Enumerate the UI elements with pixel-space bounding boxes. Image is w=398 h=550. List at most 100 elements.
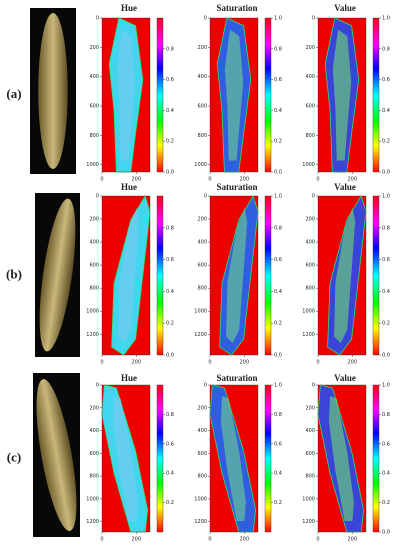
y-tick-label: 0 xyxy=(96,194,99,200)
colorbar-tick-label: 0.6 xyxy=(382,77,390,83)
y-tick-label: 600 xyxy=(305,263,315,269)
y-tick-label: 0 xyxy=(204,194,207,200)
heatmap-texture xyxy=(224,29,244,161)
x-tick-label: 200 xyxy=(240,537,250,543)
heatmap-texture xyxy=(332,29,352,161)
wheat-spike xyxy=(38,12,68,170)
y-tick-label: 200 xyxy=(89,45,99,51)
colorbar xyxy=(264,195,272,356)
y-tick-label: 800 xyxy=(197,474,207,480)
y-tick-label: 200 xyxy=(197,217,207,223)
y-tick-label: 800 xyxy=(305,474,315,480)
y-tick-label: 800 xyxy=(197,286,207,292)
y-tick-label: 200 xyxy=(197,405,207,411)
x-tick-label: 0 xyxy=(208,537,211,543)
colorbar xyxy=(372,384,380,533)
y-tick-label: 0 xyxy=(96,16,99,22)
y-tick-label: 0 xyxy=(204,383,207,389)
y-tick-label: 800 xyxy=(89,286,99,292)
colorbar-tick-label: 0.0 xyxy=(382,530,390,536)
y-tick-label: 0 xyxy=(96,383,99,389)
row-label: (b) xyxy=(6,266,22,281)
y-tick-label: 600 xyxy=(305,104,315,110)
y-tick-label: 600 xyxy=(89,104,99,110)
y-tick-label: 200 xyxy=(305,45,315,51)
y-tick-label: 800 xyxy=(305,286,315,292)
x-tick-label: 0 xyxy=(100,177,103,183)
colorbar-tick-label: 0.2 xyxy=(274,321,282,327)
colorbar-tick-label: 0.8 xyxy=(382,46,390,52)
y-tick-label: 1200 xyxy=(302,519,315,525)
colorbar-tick-label: 0.4 xyxy=(274,289,282,295)
colorbar-tick-label: 0.0 xyxy=(382,170,390,176)
heatmap-frame xyxy=(209,384,259,533)
y-tick-label: 1200 xyxy=(86,519,99,525)
colorbar xyxy=(372,195,380,356)
colorbar-tick-label: 0.0 xyxy=(274,353,282,359)
colorbar-tick-label: 1.0 xyxy=(274,194,282,200)
colorbar-tick-label: 0.6 xyxy=(166,441,174,447)
y-tick-label: 400 xyxy=(305,428,315,434)
colorbar-tick-label: 0.2 xyxy=(166,321,174,327)
y-tick-label: 1200 xyxy=(194,332,207,338)
y-tick-label: 400 xyxy=(89,74,99,80)
colorbar-tick-label: 1.0 xyxy=(274,383,282,389)
x-tick-label: 200 xyxy=(348,360,358,366)
heatmap-frame xyxy=(209,195,259,356)
colorbar-tick-label: 0.2 xyxy=(274,500,282,506)
panel-title: Hue xyxy=(121,373,137,383)
x-tick-label: 200 xyxy=(240,177,250,183)
x-tick-label: 0 xyxy=(100,537,103,543)
x-tick-label: 200 xyxy=(240,360,250,366)
y-tick-label: 400 xyxy=(305,240,315,246)
x-tick-label: 200 xyxy=(132,177,142,183)
y-tick-label: 1000 xyxy=(302,162,315,168)
y-tick-label: 800 xyxy=(89,474,99,480)
y-tick-label: 0 xyxy=(312,16,315,22)
y-tick-label: 400 xyxy=(197,74,207,80)
colorbar-tick-label: 0.8 xyxy=(274,46,282,52)
colorbar-tick-label: 0.0 xyxy=(382,353,390,359)
colorbar-tick-label: 0.4 xyxy=(382,471,390,477)
colorbar-tick-label: 0.2 xyxy=(382,500,390,506)
x-tick-label: 0 xyxy=(316,537,319,543)
colorbar-tick-label: 0.6 xyxy=(382,257,390,263)
y-tick-label: 200 xyxy=(89,405,99,411)
heatmap-texture xyxy=(112,396,138,521)
colorbar-tick-label: 0.8 xyxy=(274,412,282,418)
heatmap-texture xyxy=(328,396,354,521)
y-tick-label: 400 xyxy=(197,428,207,434)
colorbar xyxy=(372,17,380,173)
y-tick-label: 1200 xyxy=(86,332,99,338)
heatmap-texture xyxy=(226,207,248,344)
heatmap-texture xyxy=(116,29,136,161)
colorbar-tick-label: 0.2 xyxy=(166,500,174,506)
row-label: (c) xyxy=(7,449,21,464)
colorbar-tick-label: 1.0 xyxy=(382,16,390,22)
y-tick-label: 0 xyxy=(312,383,315,389)
wheat-spike xyxy=(39,198,76,352)
y-tick-label: 600 xyxy=(197,263,207,269)
colorbar-tick-label: 0.6 xyxy=(274,441,282,447)
colorbar-tick-label: 0.4 xyxy=(382,108,390,114)
colorbar-tick-label: 0.4 xyxy=(274,471,282,477)
heatmap-texture xyxy=(118,207,140,344)
colorbar xyxy=(156,384,164,533)
colorbar-tick-label: 0.8 xyxy=(166,412,174,418)
heatmap-frame xyxy=(209,17,259,173)
y-tick-label: 600 xyxy=(197,451,207,457)
y-tick-label: 400 xyxy=(89,428,99,434)
heatmap-frame xyxy=(317,384,367,533)
colorbar-tick-label: 0.6 xyxy=(166,77,174,83)
colorbar-tick-label: 1.0 xyxy=(382,383,390,389)
colorbar-tick-label: 0.0 xyxy=(274,170,282,176)
colorbar-tick-label: 0.8 xyxy=(382,412,390,418)
colorbar-tick-label: 0.8 xyxy=(166,225,174,231)
wheat-spike xyxy=(36,379,77,531)
y-tick-label: 1200 xyxy=(194,519,207,525)
colorbar-tick-label: 0.2 xyxy=(382,139,390,145)
colorbar-tick-label: 0.0 xyxy=(166,170,174,176)
y-tick-label: 200 xyxy=(305,405,315,411)
y-tick-label: 0 xyxy=(312,194,315,200)
y-tick-label: 0 xyxy=(204,16,207,22)
